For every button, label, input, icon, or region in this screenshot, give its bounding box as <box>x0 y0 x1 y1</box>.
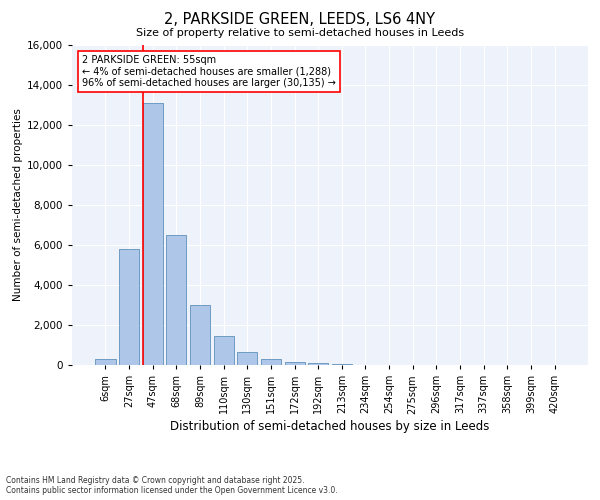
Bar <box>237 352 257 365</box>
Bar <box>119 249 139 365</box>
Bar <box>214 336 234 365</box>
Y-axis label: Number of semi-detached properties: Number of semi-detached properties <box>13 108 23 302</box>
Bar <box>284 362 305 365</box>
X-axis label: Distribution of semi-detached houses by size in Leeds: Distribution of semi-detached houses by … <box>170 420 490 434</box>
Text: Size of property relative to semi-detached houses in Leeds: Size of property relative to semi-detach… <box>136 28 464 38</box>
Bar <box>261 359 281 365</box>
Text: Contains HM Land Registry data © Crown copyright and database right 2025.
Contai: Contains HM Land Registry data © Crown c… <box>6 476 338 495</box>
Bar <box>143 103 163 365</box>
Bar <box>190 305 210 365</box>
Bar <box>308 362 328 365</box>
Bar <box>166 235 187 365</box>
Bar <box>95 359 116 365</box>
Text: 2 PARKSIDE GREEN: 55sqm
← 4% of semi-detached houses are smaller (1,288)
96% of : 2 PARKSIDE GREEN: 55sqm ← 4% of semi-det… <box>82 54 336 88</box>
Bar <box>332 364 352 365</box>
Text: 2, PARKSIDE GREEN, LEEDS, LS6 4NY: 2, PARKSIDE GREEN, LEEDS, LS6 4NY <box>164 12 436 28</box>
